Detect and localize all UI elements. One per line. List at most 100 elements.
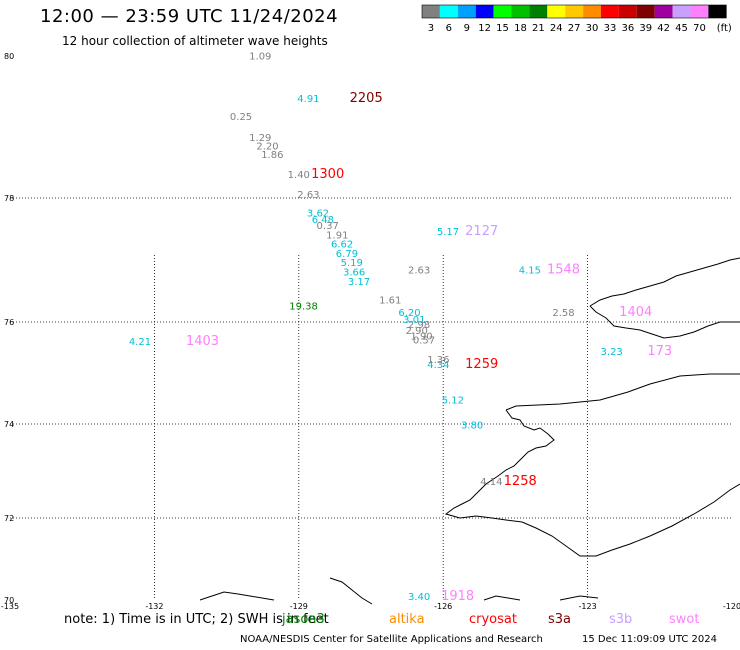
swh-label: 4.21: [129, 337, 151, 348]
swh-label: 4.14: [480, 477, 502, 488]
mission-legend-jason3: jason3: [282, 612, 325, 627]
lon-tick-label: -132: [145, 602, 163, 610]
mission-legend-cryosat: cryosat: [469, 612, 517, 627]
satellite-pass-labels: 2205 1300 2127 1548 1403 1404 1259 1258 173 1918: [186, 91, 672, 604]
mainland-coastline: [444, 373, 740, 557]
scale-label: 39: [639, 23, 652, 34]
scale-swatch: [493, 5, 512, 18]
swh-label: 19.38: [289, 302, 318, 313]
swh-label: 1.29: [249, 133, 271, 144]
pass-id-label: 173: [647, 344, 672, 359]
swh-label: 1.91: [326, 230, 348, 241]
island-coastline: [589, 257, 740, 339]
graticule: [10, 197, 732, 600]
small-island-3: [483, 595, 599, 601]
lon-tick-label: -120: [723, 602, 740, 610]
swh-label: 0.37: [317, 221, 339, 232]
swh-label: 1.40: [288, 170, 310, 181]
scale-swatch: [601, 5, 619, 18]
credit-line: NOAA/NESDIS Center for Satellite Applica…: [240, 634, 543, 645]
swh-label: 2.63: [297, 190, 319, 201]
scale-swatch: [511, 5, 530, 18]
swh-label: 3.62: [307, 209, 329, 220]
swh-label: 5.19: [341, 258, 363, 269]
swh-label: 1.36: [427, 355, 449, 366]
scale-label: 42: [657, 23, 670, 34]
lon-tick-label: -129: [290, 602, 308, 610]
pass-id-label: 1300: [311, 167, 344, 182]
swh-label: 6.62: [331, 240, 353, 251]
scale-label: 12: [478, 23, 491, 34]
scale-swatch: [422, 5, 440, 18]
swh-label: 2.20: [256, 142, 278, 153]
scale-swatch: [672, 5, 691, 18]
scale-label: 45: [675, 23, 688, 34]
map-subtitle: 12 hour collection of altimeter wave hei…: [62, 34, 328, 48]
scale-swatch: [708, 5, 727, 18]
swh-label: 1.61: [379, 295, 401, 306]
lon-tick-label: -135: [1, 602, 19, 610]
lat-tick-label: 76: [4, 318, 14, 327]
mission-legend-altika: altika: [389, 612, 425, 627]
scale-label: 24: [550, 23, 563, 34]
scale-swatch: [475, 5, 494, 18]
swh-label: 6.48: [312, 215, 334, 226]
scale-label: 21: [532, 23, 545, 34]
coastline: [199, 257, 740, 605]
footer-note: note: 1) Time is in UTC; 2) SWH is in fe…: [64, 612, 329, 627]
scale-label: 18: [514, 23, 527, 34]
scale-label: 15: [496, 23, 509, 34]
lat-tick-label: 72: [4, 514, 14, 523]
scale-swatch: [457, 5, 476, 18]
swh-label: 4.15: [519, 266, 541, 277]
swh-label: 6.20: [398, 308, 420, 319]
pass-id-label: 1548: [547, 263, 580, 278]
color-scale: 3 6 9 12 15 18 21 24 27 30 33 36 39 42 45 70 (ft): [421, 4, 732, 34]
lat-tick-label: 80: [4, 52, 14, 61]
mission-legend: jason3 altika cryosat s3a s3b swot: [0, 612, 740, 630]
pass-id-label: 2127: [465, 224, 498, 239]
wave-height-labels: 1.09 0.25 1.292.201.86 1.40 2.63 3.626.480.37…: [129, 52, 623, 603]
swh-label: 5.12: [442, 396, 464, 407]
credit-timestamp: 15 Dec 11:09:09 UTC 2024: [582, 634, 717, 645]
swh-label: 0.25: [230, 112, 252, 123]
pass-id-label: 1918: [441, 589, 474, 604]
scale-label: 36: [621, 23, 634, 34]
scale-frame: [421, 4, 727, 19]
swh-label: 2.98: [408, 320, 430, 331]
swh-label: 3.23: [601, 347, 623, 358]
small-island-1: [199, 591, 275, 601]
swh-label: 0.57: [413, 335, 435, 346]
scale-label: 70: [693, 23, 706, 34]
lon-tick-label: -123: [579, 602, 597, 610]
mission-legend-swot: swot: [669, 612, 700, 627]
lat-tick-label: 78: [4, 194, 14, 203]
swh-label: 3.40: [408, 592, 430, 603]
scale-swatch: [636, 5, 655, 18]
swh-label: 2.90: [406, 326, 428, 337]
scale-label: 33: [604, 23, 617, 34]
swh-label: 1.09: [249, 52, 271, 63]
swh-label: 6.79: [336, 249, 358, 260]
scale-swatch: [565, 5, 584, 18]
wave-height-map: 1.09 0.25 1.292.201.86 1.40 2.63 3.626.480.37…: [1, 52, 740, 610]
scale-label: 27: [568, 23, 581, 34]
swh-label: 1.90: [410, 331, 432, 342]
scale-swatch: [654, 5, 673, 18]
mission-legend-s3b: s3b: [609, 612, 633, 627]
swh-label: 3.66: [343, 268, 365, 279]
pass-id-label: 2205: [350, 91, 383, 106]
pass-id-label: 1259: [465, 357, 498, 372]
swh-label: 3.01: [403, 315, 425, 326]
lon-tick-label: -126: [434, 602, 452, 610]
swh-label: 5.17: [437, 227, 459, 238]
lat-tick-label: 70: [4, 596, 14, 605]
scale-swatch: [583, 5, 601, 18]
scale-swatch: [690, 5, 709, 18]
axis-labels: 80 78 76 74 72 70-135 -132 -129 -126 -123 -120: [1, 52, 740, 610]
small-island-2: [329, 577, 373, 605]
map-title: 12:00 — 23:59 UTC 11/24/2024: [40, 6, 339, 27]
pass-id-label: 1258: [504, 474, 537, 489]
swh-label: 2.58: [552, 308, 574, 319]
scale-swatch: [547, 5, 566, 18]
